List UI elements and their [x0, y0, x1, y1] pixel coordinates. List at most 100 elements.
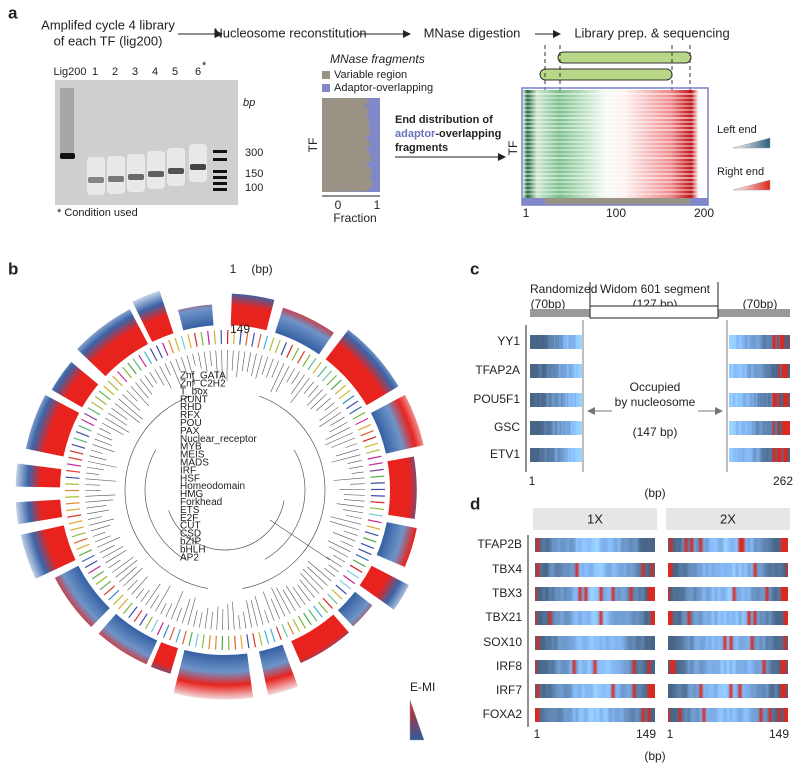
row-label: POU5F1 — [473, 392, 520, 406]
heatmap-strip — [535, 684, 655, 698]
leaf-label — [122, 366, 133, 379]
dendrogram — [89, 455, 107, 461]
dendrogram — [90, 449, 103, 454]
leaf-label — [370, 475, 385, 478]
leaf-label — [188, 632, 193, 647]
leaf-label — [98, 390, 111, 401]
dendrogram — [264, 609, 270, 624]
leaf-label — [71, 532, 86, 538]
family-label: MADS — [180, 458, 209, 469]
legend-label: Right end — [717, 166, 764, 178]
leaf-label — [68, 456, 83, 461]
dendrogram — [176, 607, 182, 622]
scale-triangle — [409, 699, 425, 741]
dendrogram — [241, 351, 246, 372]
dendrogram — [102, 546, 124, 559]
leaf-label — [369, 507, 384, 511]
leaf-label — [194, 633, 199, 648]
leaf-label — [330, 379, 342, 391]
heatmap-strip — [668, 587, 788, 601]
dendrogram — [168, 500, 285, 551]
leaf-label — [364, 442, 379, 448]
ring-sector — [51, 361, 99, 408]
dendrogram — [271, 360, 280, 378]
gel-smear — [107, 156, 125, 194]
dendrogram — [87, 461, 117, 468]
row-label: TBX3 — [492, 586, 522, 600]
leaf-label — [144, 616, 153, 630]
ring-sector — [370, 394, 424, 454]
leaf-label — [263, 335, 269, 350]
leaf-label — [65, 476, 80, 479]
tick-label: 200 — [694, 206, 714, 220]
dendrogram — [343, 530, 358, 536]
dendrogram — [155, 585, 171, 612]
heatmap-strip — [729, 421, 790, 435]
arrow-text: fragments — [395, 142, 448, 154]
leaf-label — [280, 342, 288, 356]
dendrogram — [319, 407, 339, 422]
leaf-label — [66, 469, 81, 473]
dendrogram — [331, 454, 361, 463]
ring-sector — [337, 591, 373, 627]
row-label: TBX4 — [492, 562, 522, 576]
legend-label: Left end — [717, 124, 757, 136]
tick-label: 1 — [667, 727, 674, 741]
dendrogram — [216, 606, 219, 630]
gel-smear — [127, 154, 145, 192]
dendrogram — [180, 356, 188, 375]
leaf-label — [81, 418, 95, 427]
dendrogram — [324, 402, 335, 411]
family-label: POU — [180, 418, 202, 429]
leaf-label — [75, 431, 90, 438]
family-label: RUNT — [180, 394, 208, 405]
gel-band — [148, 171, 164, 177]
dendrogram — [86, 472, 100, 475]
dendrogram — [164, 363, 171, 376]
dendrogram — [345, 514, 363, 519]
tick-label: 1 — [529, 474, 536, 488]
dendrogram — [275, 365, 290, 392]
gel-ladder — [213, 170, 227, 173]
dendrogram — [246, 352, 252, 373]
dendrogram — [271, 587, 286, 617]
leaf-label — [174, 337, 180, 352]
leaf-label — [138, 354, 147, 368]
leaf-label — [168, 340, 175, 354]
family-label: E2F — [180, 513, 198, 524]
bp-label: bp — [243, 97, 255, 109]
dendrogram — [261, 356, 269, 375]
dendrogram — [325, 427, 351, 440]
dendrogram — [111, 556, 134, 573]
family-label: RFX — [180, 410, 200, 421]
ring-sector — [291, 614, 349, 664]
leaf-label — [169, 626, 176, 641]
heatmap-strip — [729, 448, 790, 462]
dendrogram — [139, 378, 153, 395]
leaf-label — [132, 358, 142, 371]
family-label: Znf_C2H2 — [180, 379, 226, 390]
tick-label: 1 — [534, 727, 541, 741]
dendrogram — [170, 591, 184, 620]
family-label: MEIS — [180, 450, 205, 461]
heatmap-strip — [535, 660, 655, 674]
leaf-label — [368, 513, 383, 517]
leaf-label — [239, 330, 242, 345]
family-label: ETS — [180, 505, 200, 516]
dendrogram — [226, 350, 228, 382]
leaf-label — [327, 593, 338, 605]
dendrogram — [307, 561, 332, 582]
ring-sector — [15, 499, 63, 525]
dendrogram — [350, 483, 365, 485]
gel-ladder — [213, 176, 227, 179]
row-label: TFAP2A — [475, 363, 520, 377]
heatmap-strip — [729, 335, 790, 349]
family-label: Znf_GATA — [180, 371, 226, 382]
panel-label: a — [8, 3, 18, 22]
heatmap-strip — [668, 611, 788, 625]
gel-band — [88, 177, 104, 183]
leaf-label — [287, 621, 295, 635]
dendrogram — [290, 378, 310, 404]
bar — [690, 198, 708, 205]
